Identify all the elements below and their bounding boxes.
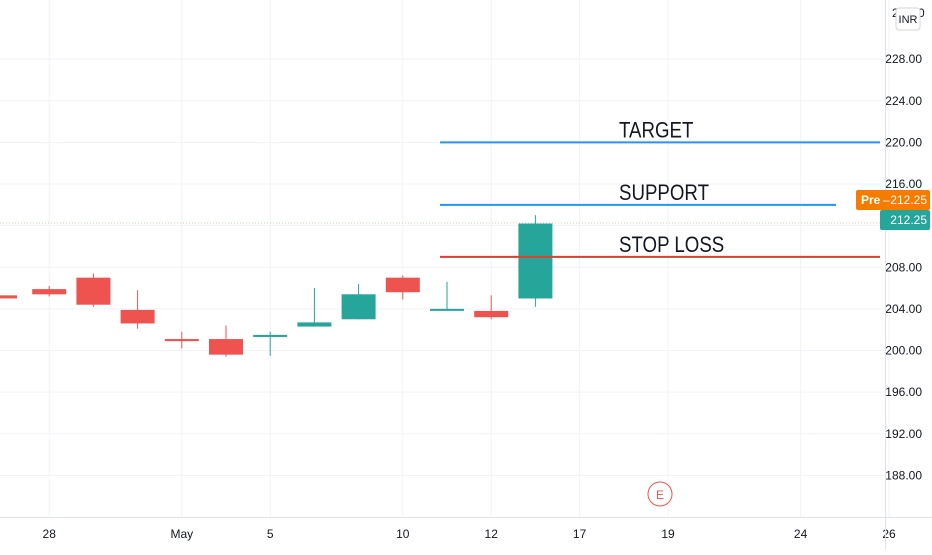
candle-down[interactable] <box>0 295 17 299</box>
candle-body <box>76 277 111 305</box>
x-tick-label: 26 <box>882 527 896 541</box>
candle-body <box>385 277 420 293</box>
candle-body <box>209 339 243 355</box>
candle-body <box>0 295 17 299</box>
y-tick-label: 228.00 <box>885 52 922 66</box>
candle-body <box>430 308 464 311</box>
candle-body <box>32 289 67 295</box>
candle-down[interactable] <box>32 285 67 297</box>
x-tick-label: 24 <box>794 527 808 541</box>
x-tick-label: 12 <box>485 527 499 541</box>
last-price-badge: 212.25 <box>880 210 930 230</box>
candle-down[interactable] <box>76 273 111 307</box>
candle-up[interactable] <box>430 281 464 311</box>
currency-label: INR <box>899 14 918 26</box>
x-tick-label: May <box>170 527 193 541</box>
y-tick-label: 188.00 <box>885 468 922 482</box>
candle-down[interactable] <box>209 325 243 357</box>
x-tick-label: 17 <box>573 527 587 541</box>
candle-body <box>253 334 288 337</box>
y-tick-label: 192.00 <box>885 427 922 441</box>
candle-up[interactable] <box>297 288 332 327</box>
candle-down[interactable] <box>474 295 509 320</box>
candle-up[interactable] <box>518 215 553 307</box>
x-tick-label: 28 <box>43 527 57 541</box>
partial-top-tick-end: 0 <box>918 6 925 20</box>
support-label: SUPPORT <box>619 181 709 205</box>
candle-body <box>120 309 155 324</box>
pre-badge-separator: – <box>883 193 890 207</box>
candle-body <box>297 322 332 327</box>
y-tick-label: 220.00 <box>885 135 922 149</box>
pre-badge-prefix: Pre <box>861 193 881 207</box>
stop-loss-label: STOP LOSS <box>619 234 724 258</box>
grid-layer <box>0 0 890 517</box>
levels-layer: TARGET SUPPORT STOP LOSS <box>440 119 880 258</box>
y-tick-label: 208.00 <box>885 260 922 274</box>
candle-body <box>474 310 509 318</box>
last-price-value: 212.25 <box>890 213 927 227</box>
candle-body <box>341 294 376 320</box>
pre-badge-value: 212.25 <box>890 193 927 207</box>
y-tick-label: 196.00 <box>885 385 922 399</box>
currency-tag[interactable]: 2 0 INR <box>892 6 925 31</box>
candle-down[interactable] <box>164 331 199 349</box>
candle-up[interactable] <box>253 331 288 356</box>
x-tick-label: 10 <box>396 527 410 541</box>
candles-layer <box>0 215 553 357</box>
y-tick-label: 200.00 <box>885 344 922 358</box>
x-tick-label: 5 <box>267 527 274 541</box>
pre-market-badge: Pre – 212.25 <box>856 190 930 210</box>
candle-body <box>164 339 199 342</box>
x-tick-label: 19 <box>661 527 675 541</box>
candle-down[interactable] <box>120 290 155 329</box>
candle-up[interactable] <box>341 283 376 320</box>
y-tick-label: 204.00 <box>885 302 922 316</box>
candle-body <box>518 223 553 299</box>
target-label: TARGET <box>619 119 693 143</box>
y-tick-label: 224.00 <box>885 94 922 108</box>
candle-down[interactable] <box>385 275 420 300</box>
earnings-marker-label: E <box>656 488 664 502</box>
earnings-marker[interactable]: E <box>647 481 673 507</box>
y-tick-label: 216.00 <box>885 177 922 191</box>
